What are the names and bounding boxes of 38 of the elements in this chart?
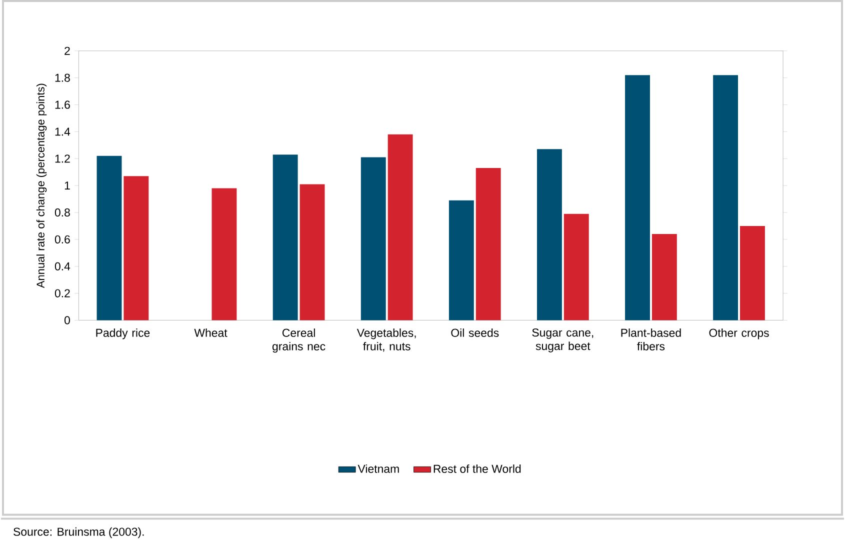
y-tick-label: 1.8 bbox=[55, 74, 70, 82]
y-tick-label: 0.4 bbox=[54, 262, 70, 271]
y-tick-label: 0.8 bbox=[54, 208, 70, 217]
bar bbox=[272, 154, 298, 320]
legend-label: Vietnam bbox=[358, 464, 399, 474]
y-tick-label: 1.4 bbox=[55, 128, 70, 136]
bar bbox=[652, 234, 677, 320]
y-tick-label: 0 bbox=[64, 316, 70, 324]
y-tick-label: 1.6 bbox=[55, 100, 70, 109]
x-tick-label: Wheat bbox=[194, 328, 228, 338]
y-axis-title: Annual rate of change (percentage points) bbox=[36, 84, 47, 288]
bar bbox=[300, 184, 325, 320]
x-tick-label: Other crops bbox=[709, 328, 769, 340]
y-tick-label: 1.2 bbox=[55, 154, 70, 163]
x-tick-label: Cereal grains nec bbox=[272, 328, 326, 353]
x-tick-label: Paddy rice bbox=[96, 328, 150, 340]
bar bbox=[96, 156, 122, 320]
bar bbox=[360, 157, 386, 320]
source-note: Source: Bruinsma (2003). bbox=[14, 528, 144, 538]
bar bbox=[564, 214, 589, 320]
y-tick-label: 1 bbox=[64, 182, 70, 190]
legend-label: Rest of the World bbox=[434, 464, 521, 474]
y-tick-label: 2 bbox=[64, 47, 70, 56]
bar bbox=[625, 75, 650, 320]
x-tick-label: Vegetables, fruit, nuts bbox=[356, 328, 416, 352]
bar bbox=[388, 134, 413, 320]
bar bbox=[448, 200, 474, 320]
bar bbox=[124, 176, 149, 320]
x-tick-label: Plant-based fibers bbox=[621, 328, 681, 351]
x-tick-label: Oil seeds bbox=[451, 328, 499, 338]
y-tick-label: 0.6 bbox=[54, 236, 70, 244]
bar bbox=[713, 75, 738, 320]
x-tick-label: Sugar cane, sugar beet bbox=[532, 328, 594, 352]
bar bbox=[740, 226, 765, 320]
bar bbox=[536, 149, 562, 320]
y-tick-label: 0.2 bbox=[54, 289, 70, 298]
bar bbox=[476, 168, 501, 320]
bar bbox=[212, 188, 237, 320]
